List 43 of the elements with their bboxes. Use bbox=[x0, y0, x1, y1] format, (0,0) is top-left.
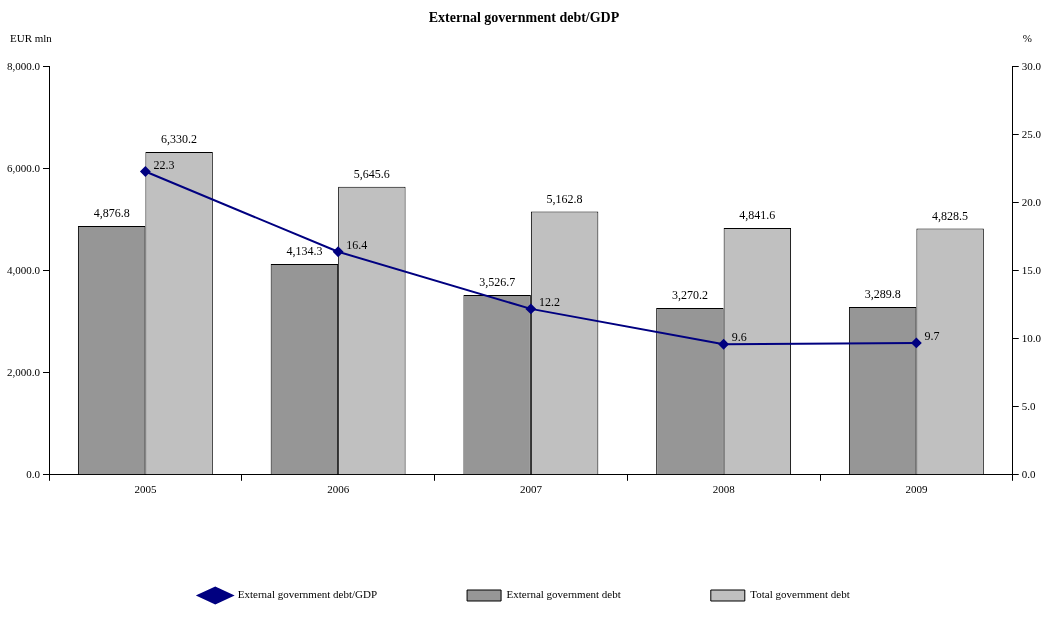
y2-tick-label: 10.0 bbox=[1021, 331, 1042, 344]
x-tick-label: 2006 bbox=[327, 483, 350, 496]
y2-tick-label: 5.0 bbox=[1021, 399, 1036, 412]
data-label: 5,645.6 bbox=[353, 167, 390, 182]
y-tick-label: 2,000.0 bbox=[7, 365, 41, 378]
x-tick-label: 2009 bbox=[905, 483, 928, 496]
data-label: 12.2 bbox=[538, 295, 560, 310]
data-label: 4,828.5 bbox=[932, 208, 969, 223]
y-axis-title: EUR mln bbox=[10, 32, 53, 45]
data-label: 3,270.2 bbox=[671, 288, 708, 303]
point bbox=[140, 166, 151, 177]
y2-axis-title: % bbox=[1022, 32, 1032, 45]
legend-label: External government debt/GDP bbox=[237, 588, 378, 601]
y2-tick-label: 20.0 bbox=[1021, 195, 1042, 208]
data-label: 16.4 bbox=[346, 237, 368, 252]
legend-label: Total government debt bbox=[750, 588, 850, 601]
y-tick-label: 4,000.0 bbox=[7, 263, 41, 276]
y-tick-label: 6,000.0 bbox=[7, 161, 41, 174]
data-label: 22.3 bbox=[153, 157, 175, 172]
data-label: 3,526.7 bbox=[479, 275, 516, 290]
x-tick-label: 2007 bbox=[519, 483, 543, 496]
data-label: 4,134.3 bbox=[286, 244, 323, 259]
point bbox=[911, 337, 922, 348]
x-tick-label: 2005 bbox=[134, 483, 157, 496]
data-label: 4,876.8 bbox=[93, 206, 130, 221]
y-tick-label: 0.0 bbox=[26, 467, 41, 480]
y2-tick-label: 15.0 bbox=[1021, 263, 1042, 276]
x-tick-label: 2008 bbox=[712, 483, 736, 496]
y2-tick-label: 30.0 bbox=[1021, 59, 1042, 72]
data-label: 9.6 bbox=[731, 330, 747, 345]
point bbox=[333, 246, 344, 257]
y-tick-label: 8,000.0 bbox=[7, 59, 41, 72]
chart-title: External government debt/GDP bbox=[428, 10, 620, 26]
y2-tick-label: 0.0 bbox=[1021, 467, 1036, 480]
data-label: 4,841.6 bbox=[739, 208, 776, 223]
data-label: 6,330.2 bbox=[161, 132, 198, 147]
y2-tick-label: 25.0 bbox=[1021, 127, 1042, 140]
data-label: 5,162.8 bbox=[546, 191, 583, 206]
point bbox=[525, 303, 536, 314]
data-label: 3,289.8 bbox=[864, 287, 901, 302]
point bbox=[718, 339, 729, 350]
legend-label: External government debt bbox=[506, 588, 621, 601]
data-label: 9.7 bbox=[924, 329, 940, 344]
